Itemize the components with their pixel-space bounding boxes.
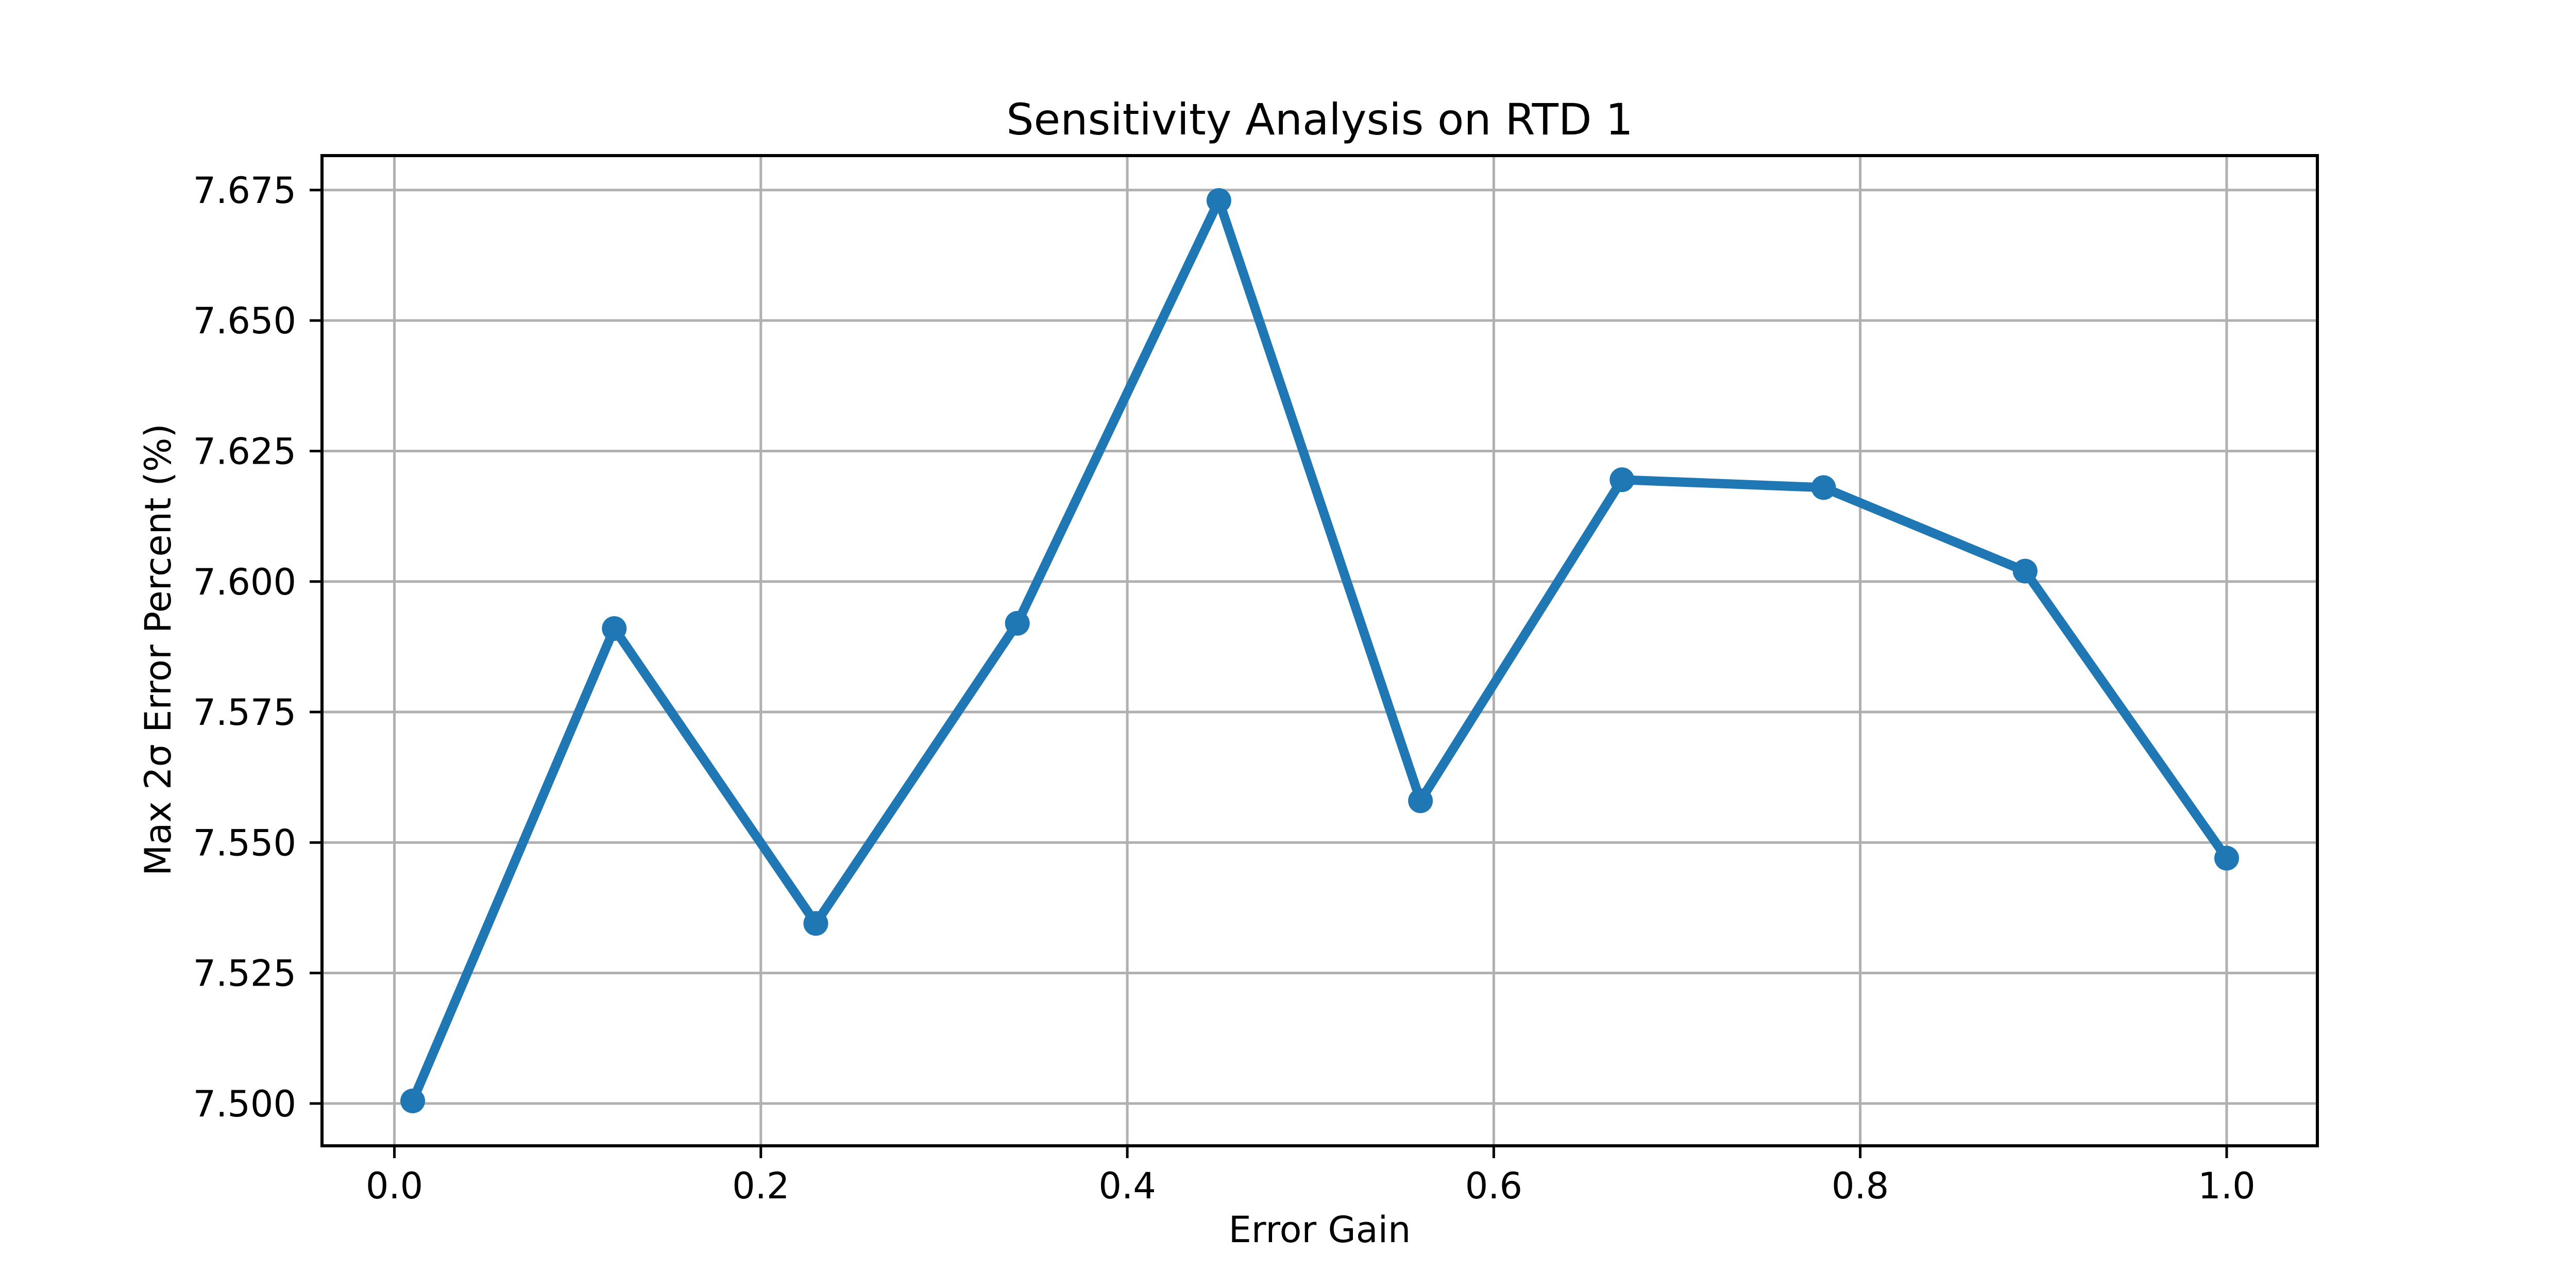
data-point-marker — [602, 616, 627, 641]
x-tick-label: 0.0 — [366, 1165, 423, 1207]
y-tick-label: 7.550 — [193, 822, 296, 864]
x-axis-label: Error Gain — [1228, 1209, 1411, 1251]
data-point-marker — [1609, 467, 1635, 493]
y-tick-label: 7.600 — [193, 561, 296, 603]
x-tick-label: 1.0 — [2198, 1165, 2255, 1207]
x-tick-label: 0.2 — [732, 1165, 789, 1207]
y-tick-label: 7.525 — [193, 953, 296, 995]
data-point-marker — [1408, 788, 1433, 814]
data-point-marker — [2012, 558, 2038, 584]
y-tick-label: 7.500 — [193, 1083, 296, 1125]
data-point-marker — [803, 911, 828, 936]
x-tick-label: 0.8 — [1832, 1165, 1889, 1207]
data-point-marker — [400, 1088, 426, 1113]
y-tick-label: 7.675 — [193, 170, 296, 212]
y-tick-label: 7.575 — [193, 691, 296, 734]
y-tick-label: 7.650 — [193, 300, 296, 342]
axes-spines — [320, 154, 2319, 1147]
y-axis-label: Max 2σ Error Percent (%) — [137, 423, 179, 876]
data-line — [408, 196, 2231, 1106]
y-tick-label: 7.625 — [193, 430, 296, 472]
x-tick-label: 0.4 — [1098, 1165, 1156, 1207]
data-point-marker — [1005, 611, 1030, 636]
x-tick-label: 0.6 — [1465, 1165, 1522, 1207]
chart-title: Sensitivity Analysis on RTD 1 — [1006, 94, 1633, 145]
data-point-marker — [1811, 475, 1836, 500]
data-point-marker — [1206, 188, 1231, 213]
data-point-marker — [2214, 845, 2239, 871]
